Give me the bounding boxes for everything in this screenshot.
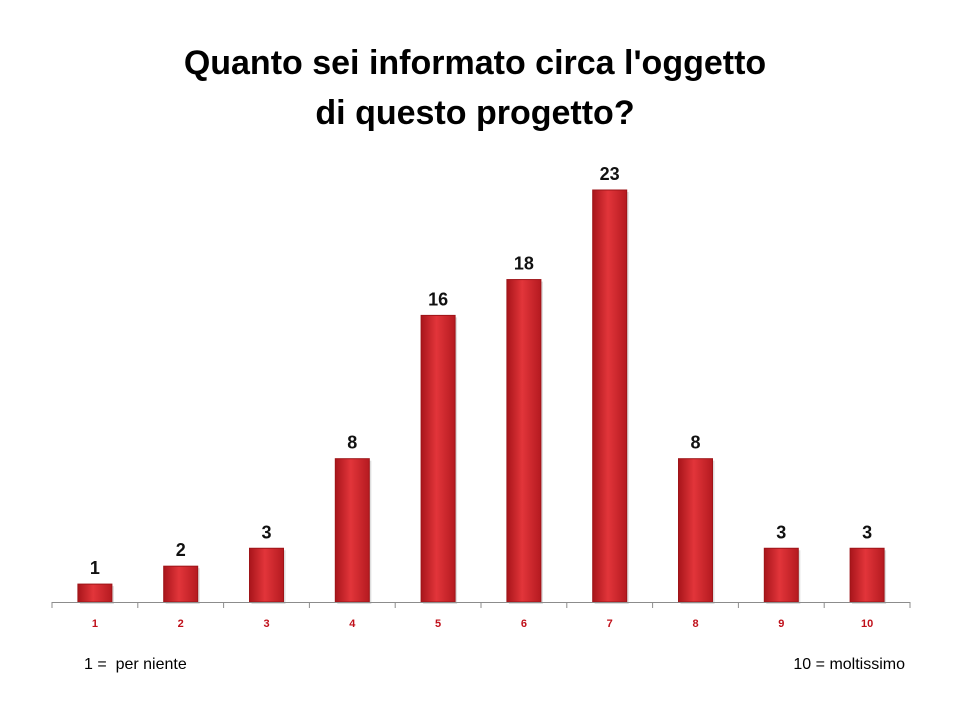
- x-tick-label-10: 10: [861, 618, 873, 630]
- bar-4: [334, 458, 370, 603]
- scale-note-min: 1 = per niente: [84, 656, 187, 673]
- x-tick-label-6: 6: [521, 618, 527, 630]
- bar-7: [592, 189, 628, 603]
- scale-note-max: 10 = moltissimo: [793, 656, 905, 673]
- chart-title-line-2: di questo progetto?: [315, 94, 635, 132]
- chart-title-line-1: Quanto sei informato circa l'oggetto: [183, 44, 767, 82]
- data-label-9: 3: [776, 522, 786, 542]
- data-label-3: 3: [261, 522, 271, 542]
- bar-10: [849, 547, 885, 603]
- data-label-4: 8: [347, 433, 357, 453]
- chart-title: Quanto sei informato circa l'oggetto di …: [0, 38, 950, 138]
- data-label-1: 1: [90, 558, 100, 578]
- data-label-10: 3: [862, 522, 872, 542]
- x-tick-label-4: 4: [349, 618, 356, 630]
- bar-8: [678, 458, 713, 603]
- x-tick-label-1: 1: [92, 618, 98, 630]
- bar-6: [506, 279, 542, 603]
- bar-5: [420, 314, 456, 603]
- x-tick-label-7: 7: [607, 618, 613, 630]
- x-tick-label-5: 5: [435, 618, 441, 630]
- bar-2: [163, 565, 199, 603]
- bar-3: [249, 547, 284, 603]
- data-label-7: 23: [600, 164, 620, 184]
- bar-1: [77, 583, 113, 603]
- x-tick-label-9: 9: [778, 618, 784, 630]
- data-label-5: 16: [428, 289, 448, 309]
- bar-9: [763, 547, 799, 603]
- data-label-2: 2: [176, 540, 186, 560]
- data-label-8: 8: [690, 433, 700, 453]
- x-tick-label-2: 2: [178, 618, 184, 630]
- data-label-6: 18: [514, 254, 534, 274]
- x-tick-label-3: 3: [263, 618, 269, 630]
- x-tick-label-8: 8: [692, 618, 698, 630]
